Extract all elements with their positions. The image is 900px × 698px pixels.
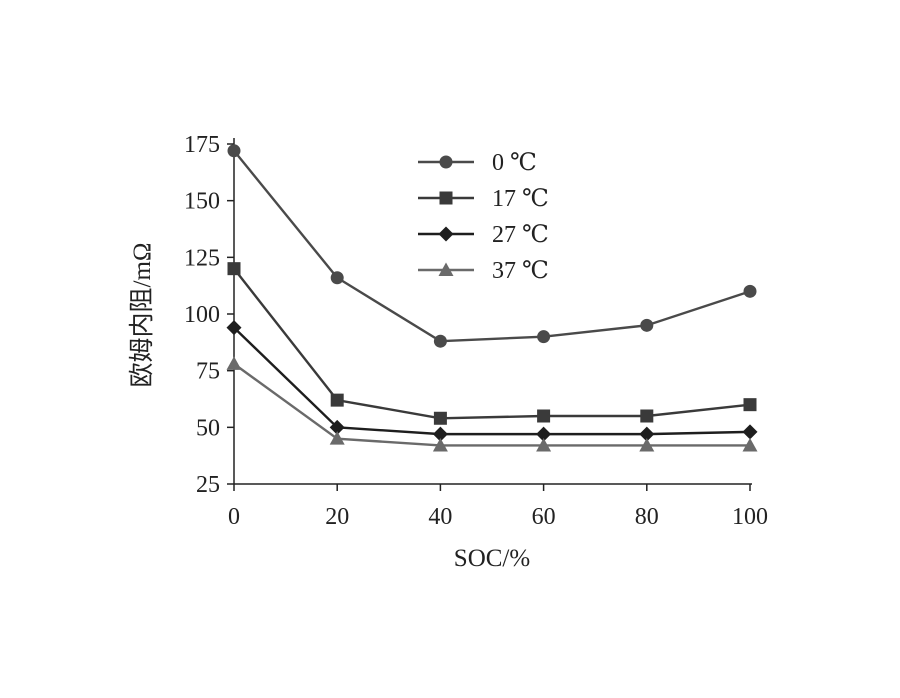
y-tick-label: 25 — [196, 472, 220, 498]
series-3 — [226, 356, 758, 452]
x-tick-label: 40 — [428, 504, 452, 530]
y-tick-label: 100 — [184, 302, 220, 328]
series-1 — [227, 262, 757, 425]
data-point — [537, 409, 551, 423]
data-point — [227, 144, 241, 158]
series-line — [233, 267, 751, 420]
legend-item: 37 ℃ — [418, 258, 549, 284]
y-tick-label: 175 — [184, 132, 220, 158]
legend: 0 ℃ 17 ℃ 27 ℃ 37 ℃ — [418, 150, 549, 284]
legend-label: 27 ℃ — [492, 222, 549, 248]
x-tick-label: 100 — [732, 504, 768, 530]
data-point — [537, 330, 551, 344]
data-point — [433, 334, 447, 348]
series-line — [233, 362, 750, 447]
legend-label: 17 ℃ — [492, 186, 549, 212]
y-tick-label: 75 — [196, 359, 220, 385]
legend-item: 0 ℃ — [418, 150, 537, 176]
data-point — [536, 437, 552, 452]
x-tick-label: 80 — [635, 504, 659, 530]
legend-label: 37 ℃ — [492, 258, 549, 284]
y-tick-label: 125 — [184, 245, 220, 271]
data-point — [226, 356, 242, 370]
data-point — [639, 437, 655, 452]
x-axis-title: SOC/% — [454, 545, 530, 572]
data-point — [226, 320, 242, 336]
legend-marker — [438, 262, 454, 276]
legend-marker — [439, 155, 453, 169]
data-point — [742, 424, 758, 440]
data-point — [639, 426, 655, 442]
x-tick-label: 0 — [228, 504, 240, 530]
legend-label: 0 ℃ — [492, 150, 537, 176]
data-point — [433, 411, 447, 425]
series-line — [233, 326, 751, 436]
data-point — [330, 393, 344, 407]
data-point — [742, 437, 758, 452]
data-point — [743, 284, 757, 298]
data-point — [432, 426, 448, 442]
series-layer — [226, 144, 758, 452]
data-point — [432, 437, 448, 452]
y-axis-title: 欧姆内阻/mΩ — [128, 243, 156, 388]
legend-item: 27 ℃ — [418, 222, 549, 248]
data-point — [640, 409, 654, 423]
legend-marker — [438, 226, 454, 242]
x-ticks: 0 20 40 60 80 100 — [228, 484, 768, 530]
data-point — [536, 426, 552, 442]
x-tick-label: 20 — [325, 504, 349, 530]
x-tick-label: 60 — [532, 504, 556, 530]
series-2 — [226, 320, 758, 442]
series-0 — [227, 144, 757, 348]
legend-item: 17 ℃ — [418, 186, 549, 212]
y-ticks: 25 50 75 100 125 150 175 — [184, 132, 234, 498]
data-point — [227, 262, 241, 276]
data-point — [640, 318, 654, 332]
data-point — [330, 271, 344, 285]
y-tick-label: 50 — [196, 415, 220, 441]
y-tick-label: 150 — [184, 189, 220, 215]
series-line — [233, 150, 751, 343]
data-point — [743, 398, 757, 412]
data-point — [329, 419, 345, 435]
plot-area: 25 50 75 100 125 150 175 0 20 40 60 80 100 — [184, 132, 768, 530]
legend-marker — [439, 191, 453, 205]
data-point — [329, 431, 345, 445]
